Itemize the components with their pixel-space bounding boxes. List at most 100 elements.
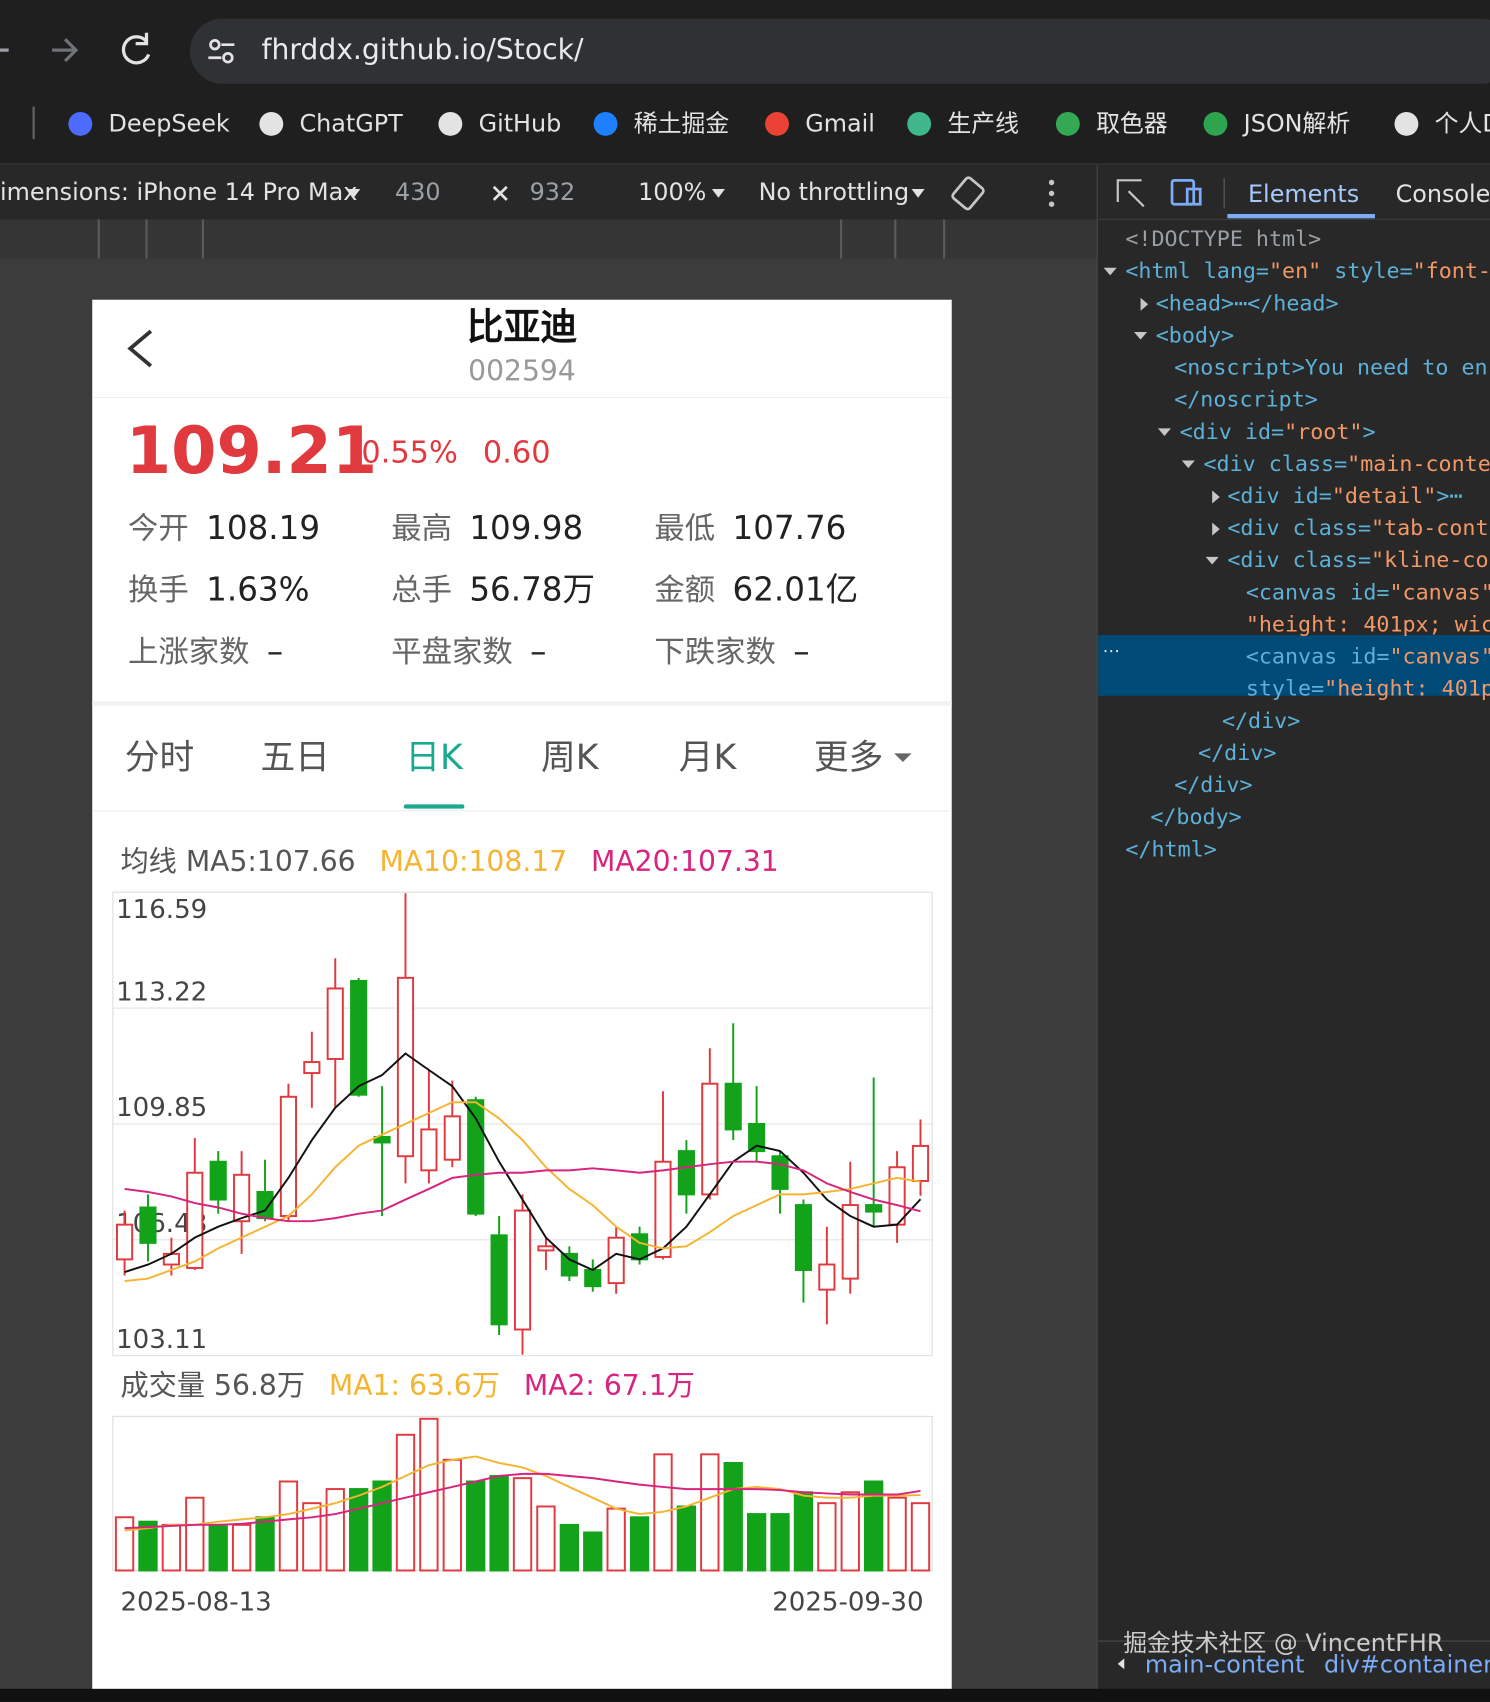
bookmark[interactable]: ChatGPT <box>300 109 404 137</box>
dom-node[interactable]: <div id="detail">⋯ <box>1227 484 1462 509</box>
candle-body <box>326 987 344 1060</box>
dom-node[interactable]: <noscript>You need to en <box>1174 356 1487 381</box>
device-width[interactable]: 430 <box>395 178 441 206</box>
dom-node[interactable]: <body> <box>1156 323 1234 348</box>
dom-node[interactable]: </div> <box>1222 709 1300 734</box>
divider <box>92 701 952 706</box>
dom-node[interactable]: </html> <box>1125 837 1216 862</box>
volume-bar <box>231 1523 252 1572</box>
bookmark-icon <box>593 111 618 136</box>
bookmarks-bar: DeepSeek ChatGPT GitHub 稀土掘金 Gmail 生产线 取色器 JSON… <box>68 109 1490 137</box>
volume-bar <box>466 1480 486 1572</box>
bookmark-icon <box>1055 111 1080 136</box>
bookmark[interactable]: 个人D <box>1435 109 1490 137</box>
volume-bar <box>559 1523 580 1572</box>
x-tick-label: 2025-09-30 <box>772 1588 923 1618</box>
period-tab[interactable]: 更多 <box>814 738 883 778</box>
dom-node[interactable]: <!DOCTYPE html> <box>1125 227 1321 252</box>
throttling-select[interactable]: No throttling <box>759 178 910 206</box>
back-button[interactable] <box>127 329 153 368</box>
dom-node[interactable]: </body> <box>1150 805 1241 830</box>
dom-node[interactable]: <div id="root"> <box>1180 420 1376 445</box>
reload-button[interactable] <box>121 32 151 65</box>
period-tab[interactable]: 分时 <box>125 738 194 778</box>
device-select[interactable]: imensions: iPhone 14 Pro Max <box>0 178 357 206</box>
ma-line <box>124 1160 921 1223</box>
volume-bar <box>700 1453 720 1572</box>
bookmark[interactable]: Gmail <box>805 109 875 137</box>
ruler-marks <box>97 219 946 259</box>
stat-label: 总手 <box>391 573 452 608</box>
scroll-left[interactable] <box>1117 1658 1125 1670</box>
rotate-button[interactable] <box>951 176 985 211</box>
device-height[interactable]: 932 <box>530 178 576 206</box>
dom-node[interactable]: <html lang="en" style="font- <box>1125 259 1490 284</box>
candle-body <box>233 1173 251 1223</box>
candle-body <box>537 1245 555 1252</box>
volume-bar <box>278 1480 299 1572</box>
bookmark[interactable]: GitHub <box>479 109 562 137</box>
candle-body <box>279 1095 298 1218</box>
period-tab[interactable]: 月K <box>679 738 738 778</box>
address-bar[interactable] <box>189 18 1490 84</box>
bookmark[interactable]: 稀土掘金 <box>634 109 730 137</box>
bookmark[interactable]: 取色器 <box>1096 109 1168 137</box>
dom-node[interactable]: "height: 401px; wic <box>1246 612 1490 637</box>
stat-label: 金额 <box>654 573 715 608</box>
stat-value: 109.98 <box>469 509 583 547</box>
expand-toggle[interactable] <box>1212 490 1220 504</box>
volume-bar <box>887 1496 907 1572</box>
volume-bar <box>349 1488 369 1572</box>
stat-value: – <box>793 632 809 670</box>
candle-body <box>420 1128 438 1172</box>
candle-body <box>818 1263 836 1291</box>
candle-body <box>865 1204 883 1213</box>
candle-body <box>748 1122 766 1153</box>
bookmark[interactable]: DeepSeek <box>109 109 230 137</box>
inspect-button[interactable] <box>1116 179 1145 208</box>
change-pct: 0.55% <box>361 435 458 470</box>
device-mode-button[interactable] <box>1170 178 1202 206</box>
ellipsis: ⋯ <box>1103 641 1120 661</box>
legend-entry: MA1: 63.6万 <box>329 1369 500 1402</box>
candle-body <box>560 1252 578 1277</box>
period-tab[interactable]: 日K <box>405 738 464 778</box>
breadcrumb[interactable]: main-content <box>1145 1650 1305 1678</box>
more-button[interactable] <box>1048 179 1055 207</box>
dom-node[interactable]: <div class="main-conte <box>1204 452 1490 477</box>
dom-node[interactable]: </div> <box>1174 773 1252 798</box>
expand-toggle[interactable] <box>1157 428 1171 437</box>
bookmark[interactable]: JSON解析 <box>1242 109 1351 137</box>
dom-node[interactable]: <div class="tab-cont <box>1227 516 1488 541</box>
expand-toggle[interactable] <box>1212 522 1220 536</box>
expand-toggle[interactable] <box>1140 297 1149 311</box>
dom-node[interactable]: style="height: 401p <box>1246 677 1490 702</box>
period-tab[interactable]: 五日 <box>260 738 329 778</box>
period-tab[interactable]: 周K <box>541 738 600 778</box>
dom-node[interactable]: <head>⋯</head> <box>1156 291 1339 316</box>
site-info-icon[interactable] <box>208 38 235 64</box>
zoom-select[interactable]: 100% <box>638 178 706 206</box>
stat-value: 108.19 <box>206 509 320 547</box>
volume-bar <box>185 1496 205 1572</box>
dom-node[interactable]: </div> <box>1198 741 1276 766</box>
bookmark[interactable]: 生产线 <box>947 109 1019 137</box>
devtools-tab[interactable]: Elements <box>1248 180 1359 208</box>
dom-node[interactable]: <div class="kline-co <box>1227 548 1488 573</box>
dom-node[interactable]: <canvas id="canvas" <box>1246 580 1490 605</box>
price: 109.21 <box>126 414 377 489</box>
volume-bar <box>770 1513 790 1572</box>
app-page <box>92 299 952 1689</box>
expand-toggle[interactable] <box>1181 460 1195 469</box>
caret <box>894 753 912 763</box>
dom-node[interactable]: </noscript> <box>1174 388 1318 413</box>
expand-toggle[interactable] <box>1205 556 1219 565</box>
devtools-tab[interactable]: Console <box>1396 180 1490 208</box>
candle-body <box>373 1136 391 1144</box>
breadcrumb[interactable]: div#container.l <box>1324 1650 1490 1678</box>
forward-button[interactable] <box>52 38 79 63</box>
expand-toggle[interactable] <box>1134 332 1148 340</box>
stat-value: 62.01亿 <box>732 571 858 609</box>
dom-node[interactable]: <canvas id="canvas" <box>1246 645 1490 670</box>
expand-toggle[interactable] <box>1103 267 1117 276</box>
